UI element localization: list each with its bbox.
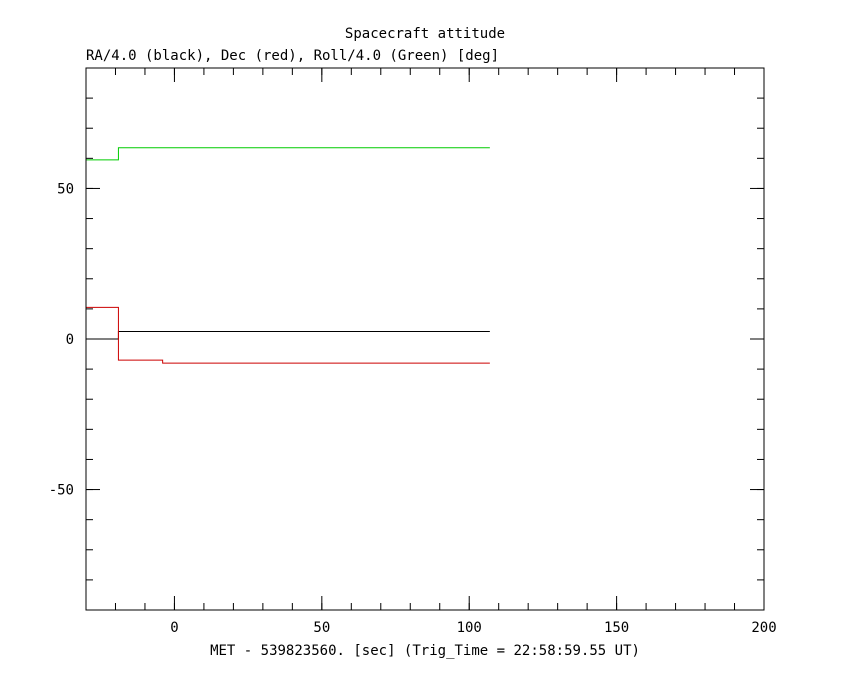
series-group <box>86 147 490 364</box>
tick-labels: 0 50 100 150 200 -50 0 50 <box>49 181 777 636</box>
y-tick-label: 0 <box>66 332 74 348</box>
chart-subtitle: RA/4.0 (black), Dec (red), Roll/4.0 (Gre… <box>86 48 499 64</box>
series-line-1 <box>86 306 490 364</box>
series-line-2 <box>86 147 490 161</box>
axis-ticks <box>85 67 765 611</box>
x-tick-label: 100 <box>457 620 482 636</box>
series-line-0 <box>86 330 490 340</box>
y-tick-label: 50 <box>57 181 74 197</box>
x-axis-label: MET - 539823560. [sec] (Trig_Time = 22:5… <box>210 643 640 659</box>
x-tick-label: 200 <box>751 620 776 636</box>
y-tick-label: -50 <box>49 483 74 499</box>
x-tick-label: 150 <box>604 620 629 636</box>
chart-title: Spacecraft attitude <box>345 26 505 42</box>
x-tick-label: 50 <box>313 620 330 636</box>
x-tick-label: 0 <box>170 620 178 636</box>
plot-frame <box>85 67 765 611</box>
